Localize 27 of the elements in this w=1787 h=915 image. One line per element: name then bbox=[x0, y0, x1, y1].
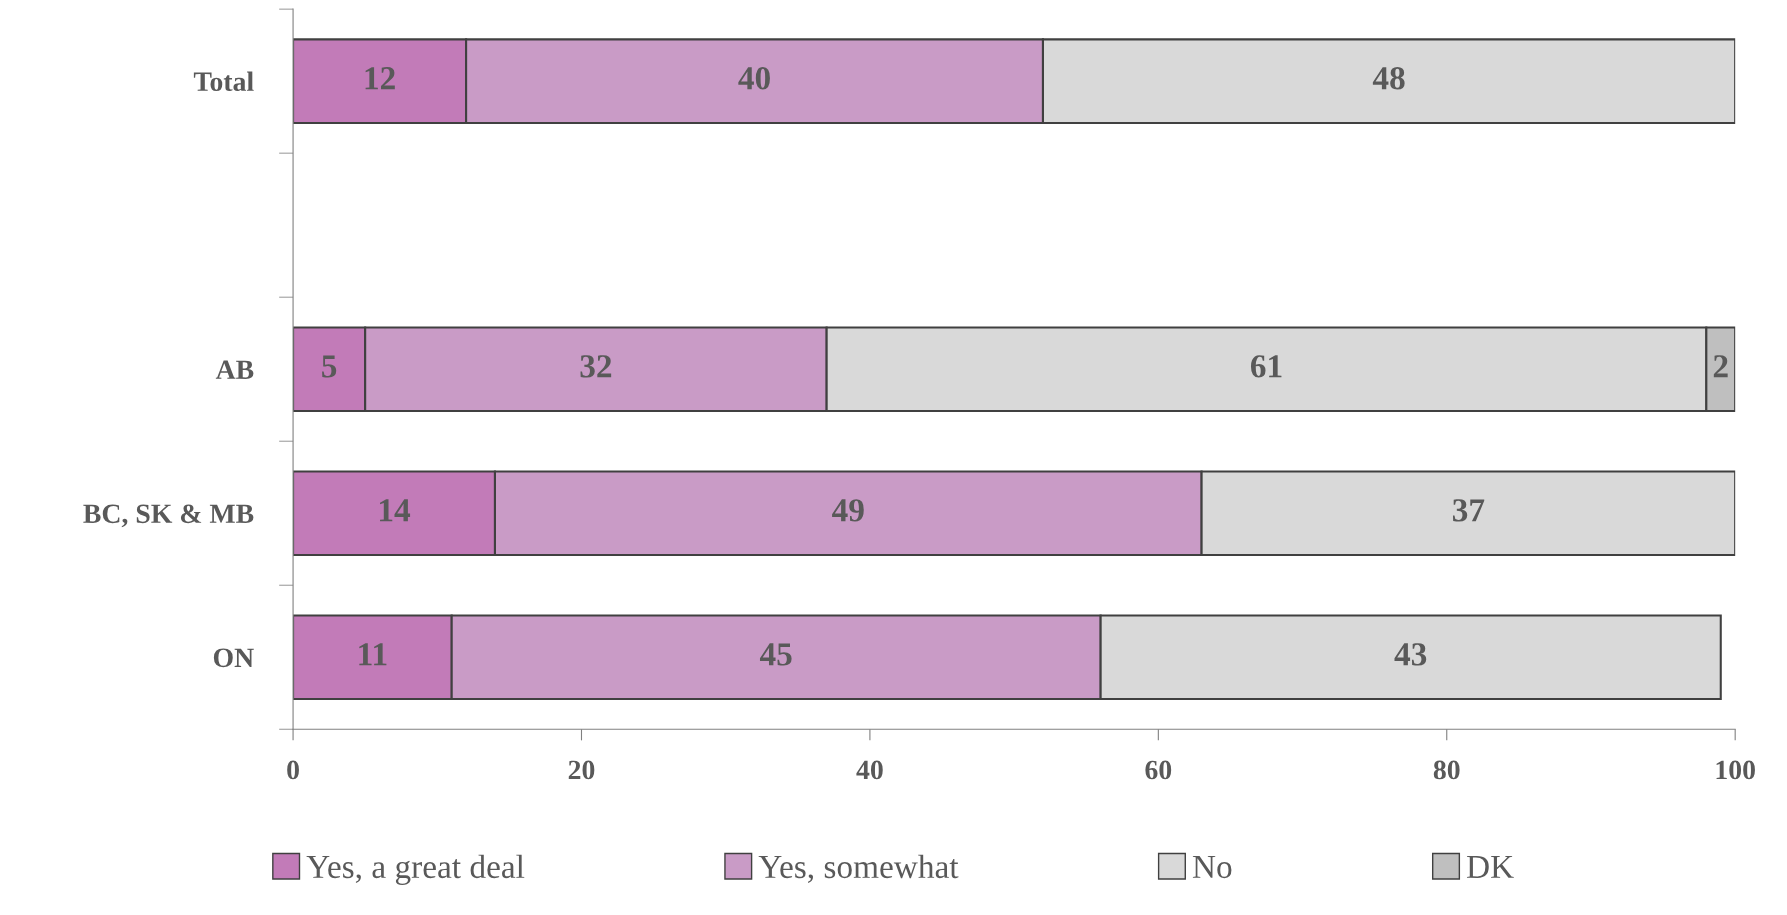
data-label: 48 bbox=[1372, 67, 1405, 90]
legend-label: Yes, somewhat bbox=[758, 854, 959, 883]
data-label: 49 bbox=[832, 499, 864, 522]
data-label: 12 bbox=[365, 67, 395, 90]
x-tick-label: 0 bbox=[287, 760, 299, 780]
legend-label: Yes, a great deal bbox=[306, 854, 525, 885]
data-label: 61 bbox=[1250, 355, 1282, 378]
data-label: 43 bbox=[1394, 643, 1427, 666]
data-label: 45 bbox=[759, 643, 792, 666]
data-label: 37 bbox=[1452, 499, 1485, 522]
y-tick-label: Total bbox=[193, 71, 254, 92]
x-tick-label: 60 bbox=[1145, 760, 1172, 780]
data-label: 2 bbox=[1713, 355, 1728, 378]
data-label: 14 bbox=[380, 499, 411, 522]
data-label: 32 bbox=[580, 355, 612, 378]
x-tick-label: 20 bbox=[568, 760, 595, 780]
legend-label: DK bbox=[1466, 855, 1514, 878]
legend-label: No bbox=[1192, 855, 1232, 879]
x-tick-label: 80 bbox=[1433, 760, 1460, 780]
y-tick-label: AB bbox=[215, 360, 254, 379]
data-label: 40 bbox=[738, 67, 770, 90]
data-label: 5 bbox=[322, 355, 337, 378]
data-label: 11 bbox=[359, 643, 387, 666]
x-tick-label: 40 bbox=[856, 760, 883, 780]
y-tick-label: ON bbox=[213, 648, 254, 668]
x-tick-label: 100 bbox=[1716, 760, 1755, 780]
y-tick-label: BC, SK & MB bbox=[83, 504, 254, 528]
